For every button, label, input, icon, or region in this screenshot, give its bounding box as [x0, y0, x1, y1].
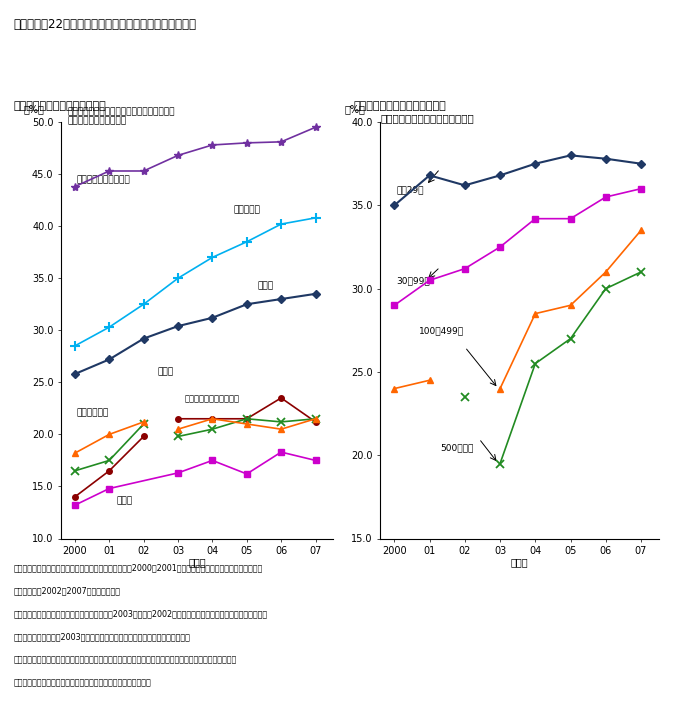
Text: （2002～2007）により作成。: （2002～2007）により作成。 [14, 587, 121, 596]
Text: 500人以上: 500人以上 [440, 443, 473, 452]
Text: １～29人: １～29人 [396, 185, 424, 194]
Text: ２．日本標準産業分類の改定に伴い、2003年以降と2002年までの産業分類は時系列接続していない。: ２．日本標準産業分類の改定に伴い、2003年以降と2002年までの産業分類は時系… [14, 610, 268, 619]
Text: （１）産業別非正規雇用の推移: （１）産業別非正規雇用の推移 [14, 101, 107, 111]
Text: 製造業: 製造業 [158, 367, 174, 376]
Text: 金融・保険業、不動産業: 金融・保険業、不動産業 [185, 394, 240, 403]
Text: 「卸売・小売業、飲食店」、「サービス業」: 「卸売・小売業、飲食店」、「サービス業」 [68, 107, 175, 116]
Text: サービス業: サービス業 [233, 205, 260, 215]
X-axis label: （年）: （年） [188, 558, 206, 567]
Text: 全産業: 全産業 [257, 281, 273, 291]
Text: そのため、2003年以降に関しては、内閣府で算出したものである。: そのため、2003年以降に関しては、内閣府で算出したものである。 [14, 633, 190, 642]
Text: 100～499人: 100～499人 [419, 327, 464, 335]
Text: 建設業: 建設業 [116, 496, 132, 505]
Text: 産業」、「運輸・通信業」を便宜的に使用している。: 産業」、「運輸・通信業」を便宜的に使用している。 [14, 679, 151, 688]
Text: 第１－３－22図　産業別・規模別非正規雇用比率の推移: 第１－３－22図 産業別・規模別非正規雇用比率の推移 [14, 18, 197, 31]
Text: （%）: （%） [23, 103, 44, 113]
Text: 運輸・通信業: 運輸・通信業 [77, 409, 109, 418]
Text: （２）規模別非正規雇用の推移: （２）規模別非正規雇用の推移 [353, 101, 446, 111]
X-axis label: （年）: （年） [511, 558, 528, 567]
Text: の非正規雇用比率が高い: の非正規雇用比率が高い [68, 116, 127, 126]
Text: （%）: （%） [344, 103, 365, 113]
Text: 卸売・小売業、飲食店: 卸売・小売業、飲食店 [77, 175, 130, 185]
Text: 30～99人: 30～99人 [396, 276, 430, 286]
Text: （備考）１．総務省「労働力調査特別調査」（２月）（2000～2001）、「労働力調査詳細集計」（年平均）: （備考）１．総務省「労働力調査特別調査」（２月）（2000～2001）、「労働力… [14, 564, 263, 573]
Text: 大企業でも非正規雇用比率は上昇: 大企業でも非正規雇用比率は上昇 [380, 113, 474, 123]
Text: （１）では、旧産業分類の「卸売・小売業、飲食店」、「サービス業」「金融・保険業、不動: （１）では、旧産業分類の「卸売・小売業、飲食店」、「サービス業」「金融・保険業、… [14, 656, 237, 665]
